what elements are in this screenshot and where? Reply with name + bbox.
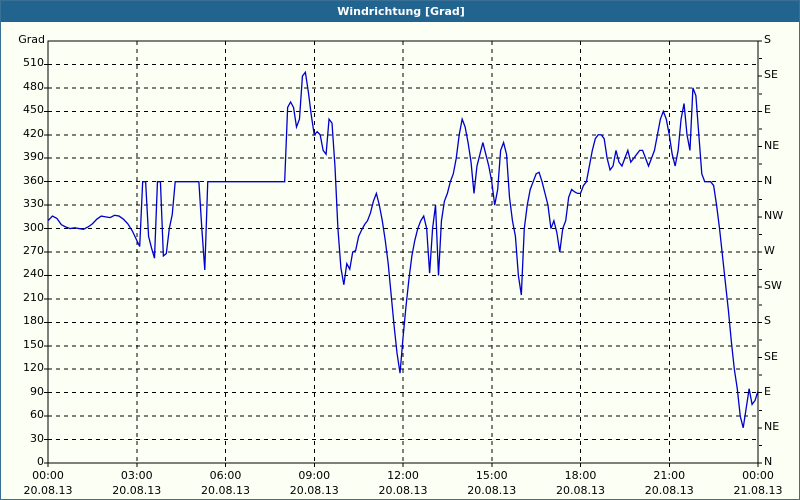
y-axis-tick-label-90: 90 bbox=[30, 384, 44, 398]
y-axis-tick-label-60: 60 bbox=[30, 408, 44, 422]
y2-axis-tick-label-NE-9: NE bbox=[764, 138, 780, 152]
y-axis-tick-label-360: 360 bbox=[23, 173, 44, 187]
x-axis-time-label-5: 15:00 bbox=[475, 469, 508, 482]
x-axis-date-label-8: 21.08.13 bbox=[733, 484, 783, 497]
x-axis-time-label-7: 21:00 bbox=[653, 469, 686, 482]
x-axis-date-label-0: 20.08.13 bbox=[23, 484, 73, 497]
x-axis-time-label-8: 00:00 bbox=[742, 469, 774, 482]
y-axis-tick-label-510: 510 bbox=[23, 56, 44, 70]
x-axis-time-label-0: 00:00 bbox=[32, 469, 64, 482]
y2-axis-tick-label-SE-3: SE bbox=[764, 349, 778, 363]
y-axis-tick-label-240: 240 bbox=[23, 267, 44, 281]
x-axis-date-label-7: 20.08.13 bbox=[644, 484, 694, 497]
y-axis-tick-label-270: 270 bbox=[23, 244, 44, 257]
x-axis-time-label-6: 18:00 bbox=[564, 469, 597, 482]
y2-axis-tick-label-W-6: W bbox=[764, 244, 775, 257]
y-axis-tick-label-150: 150 bbox=[23, 337, 44, 351]
chart-plot-svg bbox=[44, 40, 762, 467]
y-axis-tick-label-330: 330 bbox=[23, 197, 44, 211]
y2-axis-tick-label-SE-11: SE bbox=[764, 68, 778, 82]
y-axis-tick-label-450: 450 bbox=[23, 103, 44, 117]
y2-axis-tick-label-SW-5: SW bbox=[764, 279, 782, 293]
y-axis-tick-label-420: 420 bbox=[23, 126, 44, 140]
y-axis-tick-label-180: 180 bbox=[23, 314, 44, 328]
y-axis-unit-label: Grad bbox=[18, 33, 45, 46]
y2-axis-tick-label-NE-1: NE bbox=[764, 419, 780, 433]
y2-axis-tick-label-E-2: E bbox=[764, 384, 771, 398]
y-axis-tick-label-300: 300 bbox=[23, 220, 44, 234]
y-axis-tick-label-120: 120 bbox=[23, 361, 44, 375]
y-axis-tick-label-480: 480 bbox=[23, 79, 44, 93]
x-axis-date-label-6: 20.08.13 bbox=[556, 484, 605, 497]
y-axis-tick-label-390: 390 bbox=[23, 150, 44, 164]
axis-ticks bbox=[44, 40, 762, 467]
y2-axis-tick-label-S-12: S bbox=[764, 33, 771, 46]
y-axis-tick-label-210: 210 bbox=[23, 290, 44, 304]
gridlines bbox=[48, 41, 758, 463]
y2-axis-tick-label-E-10: E bbox=[764, 103, 771, 117]
x-axis-time-label-1: 03:00 bbox=[120, 469, 153, 482]
x-axis-date-label-5: 20.08.13 bbox=[467, 484, 517, 497]
window-title: Windrichtung [Grad] bbox=[1, 1, 799, 22]
y-axis-tick-label-30: 30 bbox=[30, 431, 44, 445]
data-series-line-0 bbox=[47, 70, 759, 428]
x-axis-time-label-3: 09:00 bbox=[298, 469, 331, 482]
y2-axis-tick-label-N-0: N bbox=[764, 455, 773, 468]
y2-axis-tick-label-S-4: S bbox=[764, 314, 771, 328]
chart-canvas: Grad 0 30 60 90 120 150 180 210 240 270 300 330 360 39… bbox=[1, 22, 799, 499]
y2-axis-tick-label-NW-7: NW bbox=[764, 208, 784, 222]
y-axis-tick-label-0: 0 bbox=[37, 455, 44, 468]
x-axis-date-label-3: 20.08.13 bbox=[289, 484, 339, 497]
y2-axis-tick-label-N-8: N bbox=[764, 173, 773, 187]
x-axis-date-label-4: 20.08.13 bbox=[378, 484, 428, 497]
x-axis-time-label-2: 06:00 bbox=[209, 469, 242, 482]
x-axis-time-label-4: 12:00 bbox=[387, 469, 419, 482]
x-axis-date-label-1: 20.08.13 bbox=[112, 484, 162, 497]
x-axis-date-label-2: 20.08.13 bbox=[201, 484, 250, 497]
